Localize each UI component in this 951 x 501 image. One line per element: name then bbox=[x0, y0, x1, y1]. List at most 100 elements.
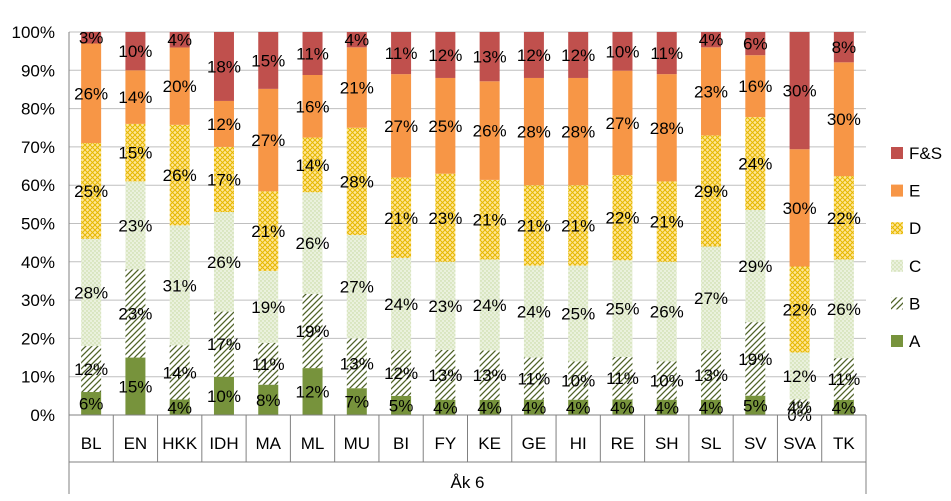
data-label: 23% bbox=[694, 82, 728, 101]
data-label: 19% bbox=[738, 350, 772, 369]
bar-segment-b bbox=[656, 361, 677, 400]
bar-segment-d bbox=[125, 123, 146, 182]
bar-segment-d bbox=[346, 127, 367, 235]
data-label: 21% bbox=[384, 209, 418, 228]
data-label: 25% bbox=[74, 182, 108, 201]
data-label: 26% bbox=[74, 84, 108, 103]
data-label: 11% bbox=[252, 355, 285, 374]
bar-segment-d bbox=[523, 185, 544, 266]
data-label: 30% bbox=[827, 110, 861, 129]
data-label: 27% bbox=[251, 131, 285, 150]
data-label: 24% bbox=[384, 295, 418, 314]
data-label: 5% bbox=[389, 396, 414, 415]
data-label: 19% bbox=[296, 322, 330, 341]
data-label: 20% bbox=[163, 77, 197, 96]
bar-segment-e bbox=[258, 88, 279, 192]
bars-layer bbox=[81, 32, 854, 415]
data-label: 14% bbox=[296, 156, 330, 175]
x-tick-label: ML bbox=[301, 434, 325, 453]
data-label: 12% bbox=[783, 367, 817, 386]
data-label: 17% bbox=[207, 335, 241, 354]
data-label: 10% bbox=[650, 372, 684, 391]
bar-segment-d bbox=[745, 117, 766, 210]
data-label: 23% bbox=[428, 209, 462, 228]
data-label: 11% bbox=[650, 44, 683, 63]
data-label: 30% bbox=[783, 199, 817, 218]
bar-segment-c bbox=[213, 212, 234, 312]
bar-segment-c bbox=[568, 265, 589, 362]
bar-segment-fs bbox=[258, 32, 279, 89]
x-tick-label: SH bbox=[655, 434, 679, 453]
data-label: 21% bbox=[340, 79, 374, 98]
data-label: 25% bbox=[605, 300, 639, 319]
data-label: 12% bbox=[561, 46, 595, 65]
bar-segment-c bbox=[391, 257, 412, 350]
data-label: 26% bbox=[163, 166, 197, 185]
bar-segment-fs bbox=[391, 32, 412, 75]
bar-segment-fs bbox=[656, 32, 677, 75]
bar-segment-a bbox=[523, 399, 544, 415]
bar-segment-c bbox=[169, 225, 190, 346]
data-label: 4% bbox=[610, 398, 635, 417]
data-label: 7% bbox=[345, 393, 370, 412]
data-label: 21% bbox=[473, 211, 507, 230]
bar-segment-e bbox=[169, 47, 190, 125]
data-label: 10% bbox=[561, 372, 595, 391]
bar-segment-a bbox=[612, 399, 633, 415]
bar-segment-b bbox=[479, 350, 500, 400]
bar-segment-e bbox=[568, 77, 589, 186]
data-label: 21% bbox=[650, 213, 684, 232]
data-label: 21% bbox=[517, 216, 551, 235]
y-tick-label: 40% bbox=[21, 253, 55, 272]
data-label: 21% bbox=[561, 216, 595, 235]
bar-segment-d bbox=[213, 146, 234, 213]
bar-segment-e bbox=[656, 74, 677, 182]
bar-segment-b bbox=[523, 357, 544, 400]
x-tick-label: MU bbox=[344, 434, 370, 453]
data-label: 6% bbox=[79, 395, 104, 414]
data-label: 4% bbox=[167, 31, 192, 50]
bar-segment-b bbox=[213, 311, 234, 377]
data-label: 21% bbox=[251, 222, 285, 241]
bar-segment-b bbox=[833, 358, 854, 400]
y-tick-label: 0% bbox=[30, 406, 55, 425]
bar-segment-fs bbox=[612, 32, 633, 71]
data-label: 8% bbox=[832, 38, 857, 57]
axis-layer: 0% 10% 20% 30% 40% 50% 60% 70% 80% 90% 100% BL EN HKK… bbox=[12, 23, 867, 494]
data-label: 4% bbox=[566, 398, 591, 417]
data-label: 26% bbox=[296, 234, 330, 253]
data-label: 6% bbox=[743, 35, 768, 54]
y-tick-label: 10% bbox=[21, 368, 55, 387]
x-tick-label: HI bbox=[570, 434, 587, 453]
data-label: 31% bbox=[163, 276, 197, 295]
x-tick-label: SL bbox=[701, 434, 722, 453]
legend-label: D bbox=[909, 219, 921, 238]
bar-segment-fs bbox=[701, 32, 722, 48]
data-label: 30% bbox=[783, 82, 817, 101]
data-label: 10% bbox=[118, 42, 152, 61]
bar-segment-b bbox=[701, 349, 722, 400]
data-label: 28% bbox=[650, 119, 684, 138]
data-label: 10% bbox=[207, 387, 241, 406]
data-label: 11% bbox=[518, 370, 551, 389]
data-label: 11% bbox=[385, 44, 418, 63]
bar-segment-b bbox=[302, 293, 323, 369]
bar-segment-d bbox=[701, 135, 722, 247]
data-label: 26% bbox=[207, 253, 241, 272]
data-label: 17% bbox=[207, 170, 241, 189]
bar-segment-a bbox=[302, 368, 323, 415]
bar-segment-a bbox=[833, 399, 854, 415]
data-label: 4% bbox=[787, 398, 812, 417]
data-label: 4% bbox=[167, 398, 192, 417]
data-label: 4% bbox=[832, 398, 857, 417]
bar-segment-fs bbox=[346, 32, 367, 48]
data-label: 4% bbox=[654, 398, 679, 417]
legend-swatch bbox=[891, 335, 903, 347]
data-label: 27% bbox=[605, 114, 639, 133]
data-label: 4% bbox=[433, 398, 458, 417]
data-label: 25% bbox=[428, 117, 462, 136]
x-tick-label: FY bbox=[434, 434, 456, 453]
data-label: 28% bbox=[74, 283, 108, 302]
data-label: 12% bbox=[74, 360, 108, 379]
bar-segment-d bbox=[479, 179, 500, 260]
